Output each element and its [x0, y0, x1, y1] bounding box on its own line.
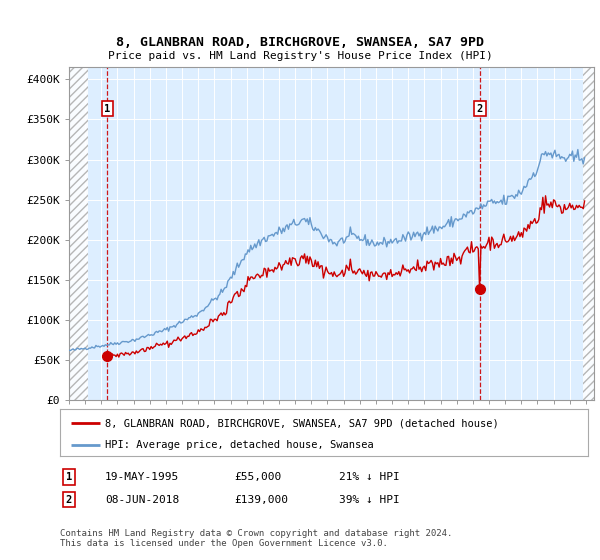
Text: 2: 2 — [66, 494, 72, 505]
Text: 2: 2 — [477, 104, 483, 114]
Text: 19-MAY-1995: 19-MAY-1995 — [105, 472, 179, 482]
Text: 8, GLANBRAN ROAD, BIRCHGROVE, SWANSEA, SA7 9PD (detached house): 8, GLANBRAN ROAD, BIRCHGROVE, SWANSEA, S… — [105, 418, 499, 428]
Text: 1: 1 — [66, 472, 72, 482]
Text: 1: 1 — [104, 104, 110, 114]
Text: 39% ↓ HPI: 39% ↓ HPI — [339, 494, 400, 505]
Text: Price paid vs. HM Land Registry's House Price Index (HPI): Price paid vs. HM Land Registry's House … — [107, 51, 493, 61]
Text: 08-JUN-2018: 08-JUN-2018 — [105, 494, 179, 505]
Text: Contains HM Land Registry data © Crown copyright and database right 2024.
This d: Contains HM Land Registry data © Crown c… — [60, 529, 452, 548]
Text: HPI: Average price, detached house, Swansea: HPI: Average price, detached house, Swan… — [105, 440, 374, 450]
Text: £139,000: £139,000 — [234, 494, 288, 505]
Text: 21% ↓ HPI: 21% ↓ HPI — [339, 472, 400, 482]
Text: 8, GLANBRAN ROAD, BIRCHGROVE, SWANSEA, SA7 9PD: 8, GLANBRAN ROAD, BIRCHGROVE, SWANSEA, S… — [116, 35, 484, 49]
Text: £55,000: £55,000 — [234, 472, 281, 482]
